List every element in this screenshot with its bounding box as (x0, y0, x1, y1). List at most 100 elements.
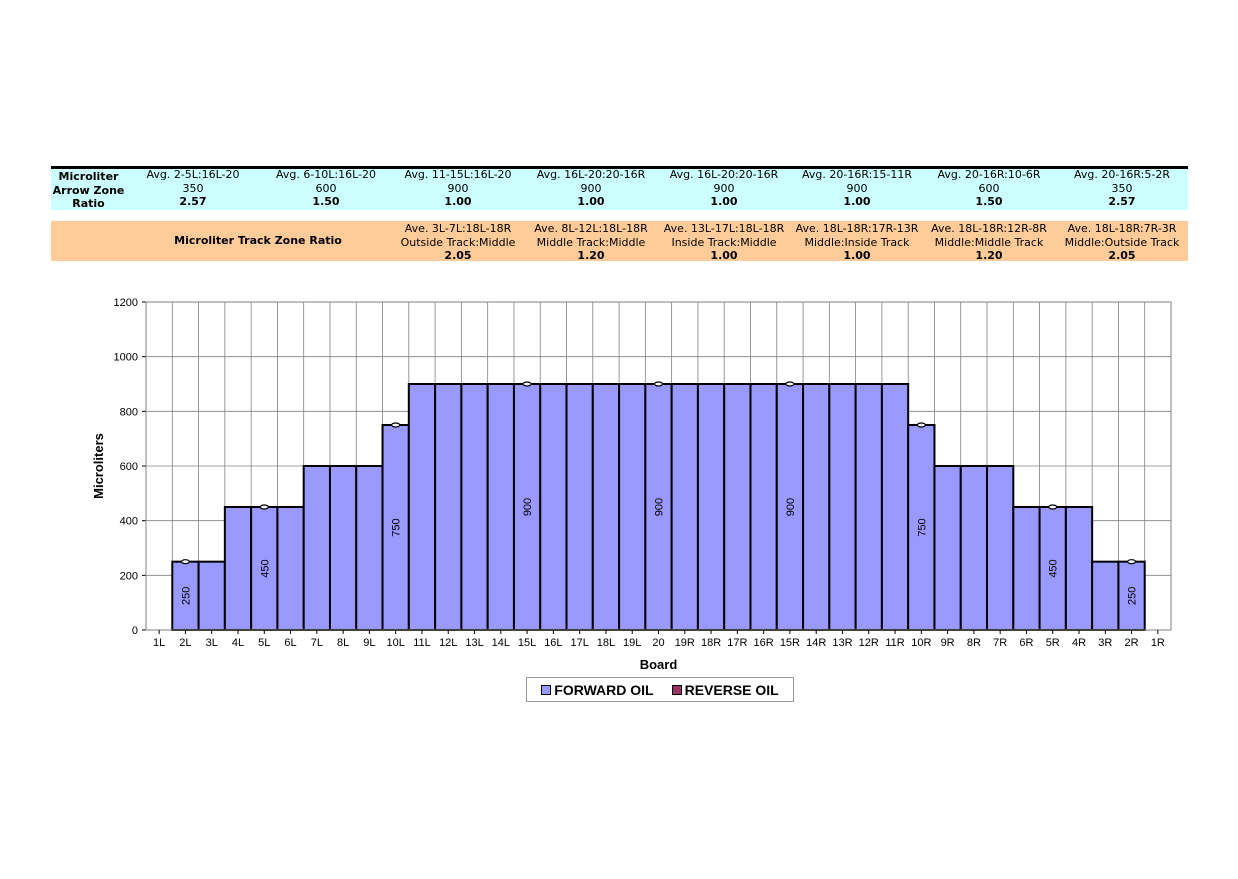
bar-forward-oil (723, 383, 752, 631)
bar-forward-oil (1117, 560, 1146, 632)
y-tick-label: 1200 (114, 297, 138, 309)
arrow-zone-label-line-2: Arrow Zone (52, 183, 125, 197)
track-zone-title: Ave. 8L-12L:18L-18R (534, 222, 648, 235)
y-tick-label: 1000 (114, 352, 138, 364)
data-label: 450 (1048, 559, 1060, 577)
arrow-zone-value: 600 (978, 181, 1000, 195)
x-tick-label: 19R (675, 637, 695, 649)
bar-forward-oil (1012, 506, 1041, 631)
x-tick-label: 8L (337, 637, 349, 649)
arrow-zone-title: Avg. 20-16R:15-11R (802, 168, 912, 181)
bar-forward-oil (355, 465, 384, 631)
data-label: 250 (1127, 587, 1139, 605)
bar-forward-oil (407, 383, 437, 631)
value-marker (522, 381, 532, 387)
data-label: 250 (180, 587, 192, 605)
arrow-zone-title: Avg. 20-16R:5-2R (1074, 168, 1170, 181)
bar-forward-oil (880, 383, 910, 631)
bar-forward-oil (670, 383, 699, 631)
track-zone-title: Ave. 18L-18R:17R-13R (795, 222, 919, 235)
arrow-zone-ratio: 1.00 (710, 195, 738, 208)
x-tick-label: 15L (518, 637, 536, 649)
x-tick-label: 5R (1046, 637, 1060, 649)
arrow-zone-label: Microliter Arrow Zone Ratio (51, 170, 126, 211)
legend-label-reverse: REVERSE OIL (684, 681, 779, 698)
bar-forward-oil (1091, 560, 1120, 632)
x-tick-label: 16R (754, 637, 774, 649)
value-marker (785, 381, 795, 387)
x-tick-label: 10R (911, 637, 931, 649)
y-tick-label: 400 (120, 516, 138, 528)
data-label: 750 (391, 518, 403, 536)
data-label: 750 (916, 518, 928, 536)
arrow-zone-column: Avg. 6-10L:16L-20 600 1.50 (260, 168, 392, 209)
arrow-zone-value: 900 (846, 181, 868, 195)
y-tick-label: 0 (132, 625, 138, 637)
arrow-zone-label-line-1: Microliter (58, 170, 119, 183)
arrow-zone-title: Avg. 11-15L:16L-20 (404, 168, 512, 181)
arrow-zone-column: Avg. 16L-20:20-16R 900 1.00 (525, 168, 657, 209)
bar-forward-oil (933, 465, 962, 631)
x-tick-label: 4L (232, 637, 244, 649)
track-zone-column: Ave. 8L-12L:18L-18R Middle Track:Middle 1.… (525, 222, 657, 263)
x-tick-label: 18R (701, 637, 721, 649)
track-zone-ratio: 1.20 (577, 249, 605, 262)
x-tick-label: 7L (311, 637, 323, 649)
track-zone-title: Ave. 18L-18R:12R-8R (931, 222, 1047, 235)
data-label: 900 (654, 498, 666, 516)
arrow-zone-ratio: 1.50 (312, 195, 340, 208)
value-marker (916, 422, 926, 428)
track-zone-column: Ave. 13L-17L:18L-18R Inside Track:Middle 1… (658, 222, 790, 263)
track-zone-title: Ave. 18L-18R:7R-3R (1067, 222, 1177, 235)
arrow-zone-value: 350 (182, 181, 204, 195)
bar-forward-oil (565, 383, 594, 631)
bar-forward-oil (539, 383, 568, 631)
y-tick-label: 800 (120, 406, 138, 418)
x-tick-label: 12R (859, 637, 879, 649)
track-zone-ratio: 2.05 (1108, 249, 1136, 262)
top-rule (51, 166, 1188, 169)
value-marker (259, 504, 269, 510)
bar-forward-oil (302, 465, 331, 631)
track-zone-column: Ave. 18L-18R:7R-3R Middle:Outside Track 2.… (1056, 222, 1188, 263)
track-zone-title: Ave. 13L-17L:18L-18R (663, 222, 785, 235)
x-tick-label: 7R (993, 637, 1007, 649)
x-tick-label: 13R (832, 637, 852, 649)
bar-forward-oil (828, 383, 857, 631)
x-tick-label: 19L (623, 637, 641, 649)
legend-label-forward: FORWARD OIL (554, 681, 654, 698)
bar-forward-oil (434, 383, 463, 631)
track-zone-sub: Middle:Outside Track (1064, 235, 1180, 249)
x-tick-label: 17R (727, 637, 747, 649)
arrow-zone-ratio: 1.00 (577, 195, 605, 208)
arrow-zone-ratio: 1.00 (444, 195, 472, 208)
arrow-zone-ratio: 1.50 (975, 195, 1003, 208)
value-marker (1048, 504, 1058, 510)
x-tick-label: 3R (1098, 637, 1112, 649)
bar-forward-oil (486, 383, 515, 631)
x-tick-label: 11L (413, 637, 431, 649)
arrow-zone-value: 900 (713, 181, 735, 195)
chart-legend: FORWARD OIL REVERSE OIL (526, 677, 794, 702)
track-zone-ratio: 1.20 (975, 249, 1003, 262)
legend-item-forward: FORWARD OIL (541, 681, 654, 698)
bar-forward-oil (749, 383, 778, 631)
track-zone-column: Ave. 3L-7L:18L-18R Outside Track:Middle 2.… (392, 222, 524, 263)
bar-forward-oil (328, 465, 358, 631)
arrow-zone-label-line-3: Ratio (72, 197, 105, 210)
value-marker (180, 559, 191, 565)
arrow-zone-title: Avg. 20-16R:10-6R (937, 168, 1041, 181)
y-axis-title: Microliters (91, 433, 106, 499)
x-tick-label: 14L (492, 637, 510, 649)
value-marker (653, 381, 664, 387)
x-tick-label: 1R (1151, 637, 1165, 649)
bar-forward-oil (460, 383, 489, 631)
arrow-zone-column: Avg. 20-16R:15-11R 900 1.00 (791, 168, 923, 209)
x-tick-label: 11R (885, 637, 904, 649)
x-tick-label: 2R (1125, 637, 1139, 649)
arrow-zone-ratio: 2.57 (179, 195, 207, 208)
arrow-zone-value: 350 (1111, 181, 1133, 195)
bar-forward-oil (959, 465, 989, 631)
